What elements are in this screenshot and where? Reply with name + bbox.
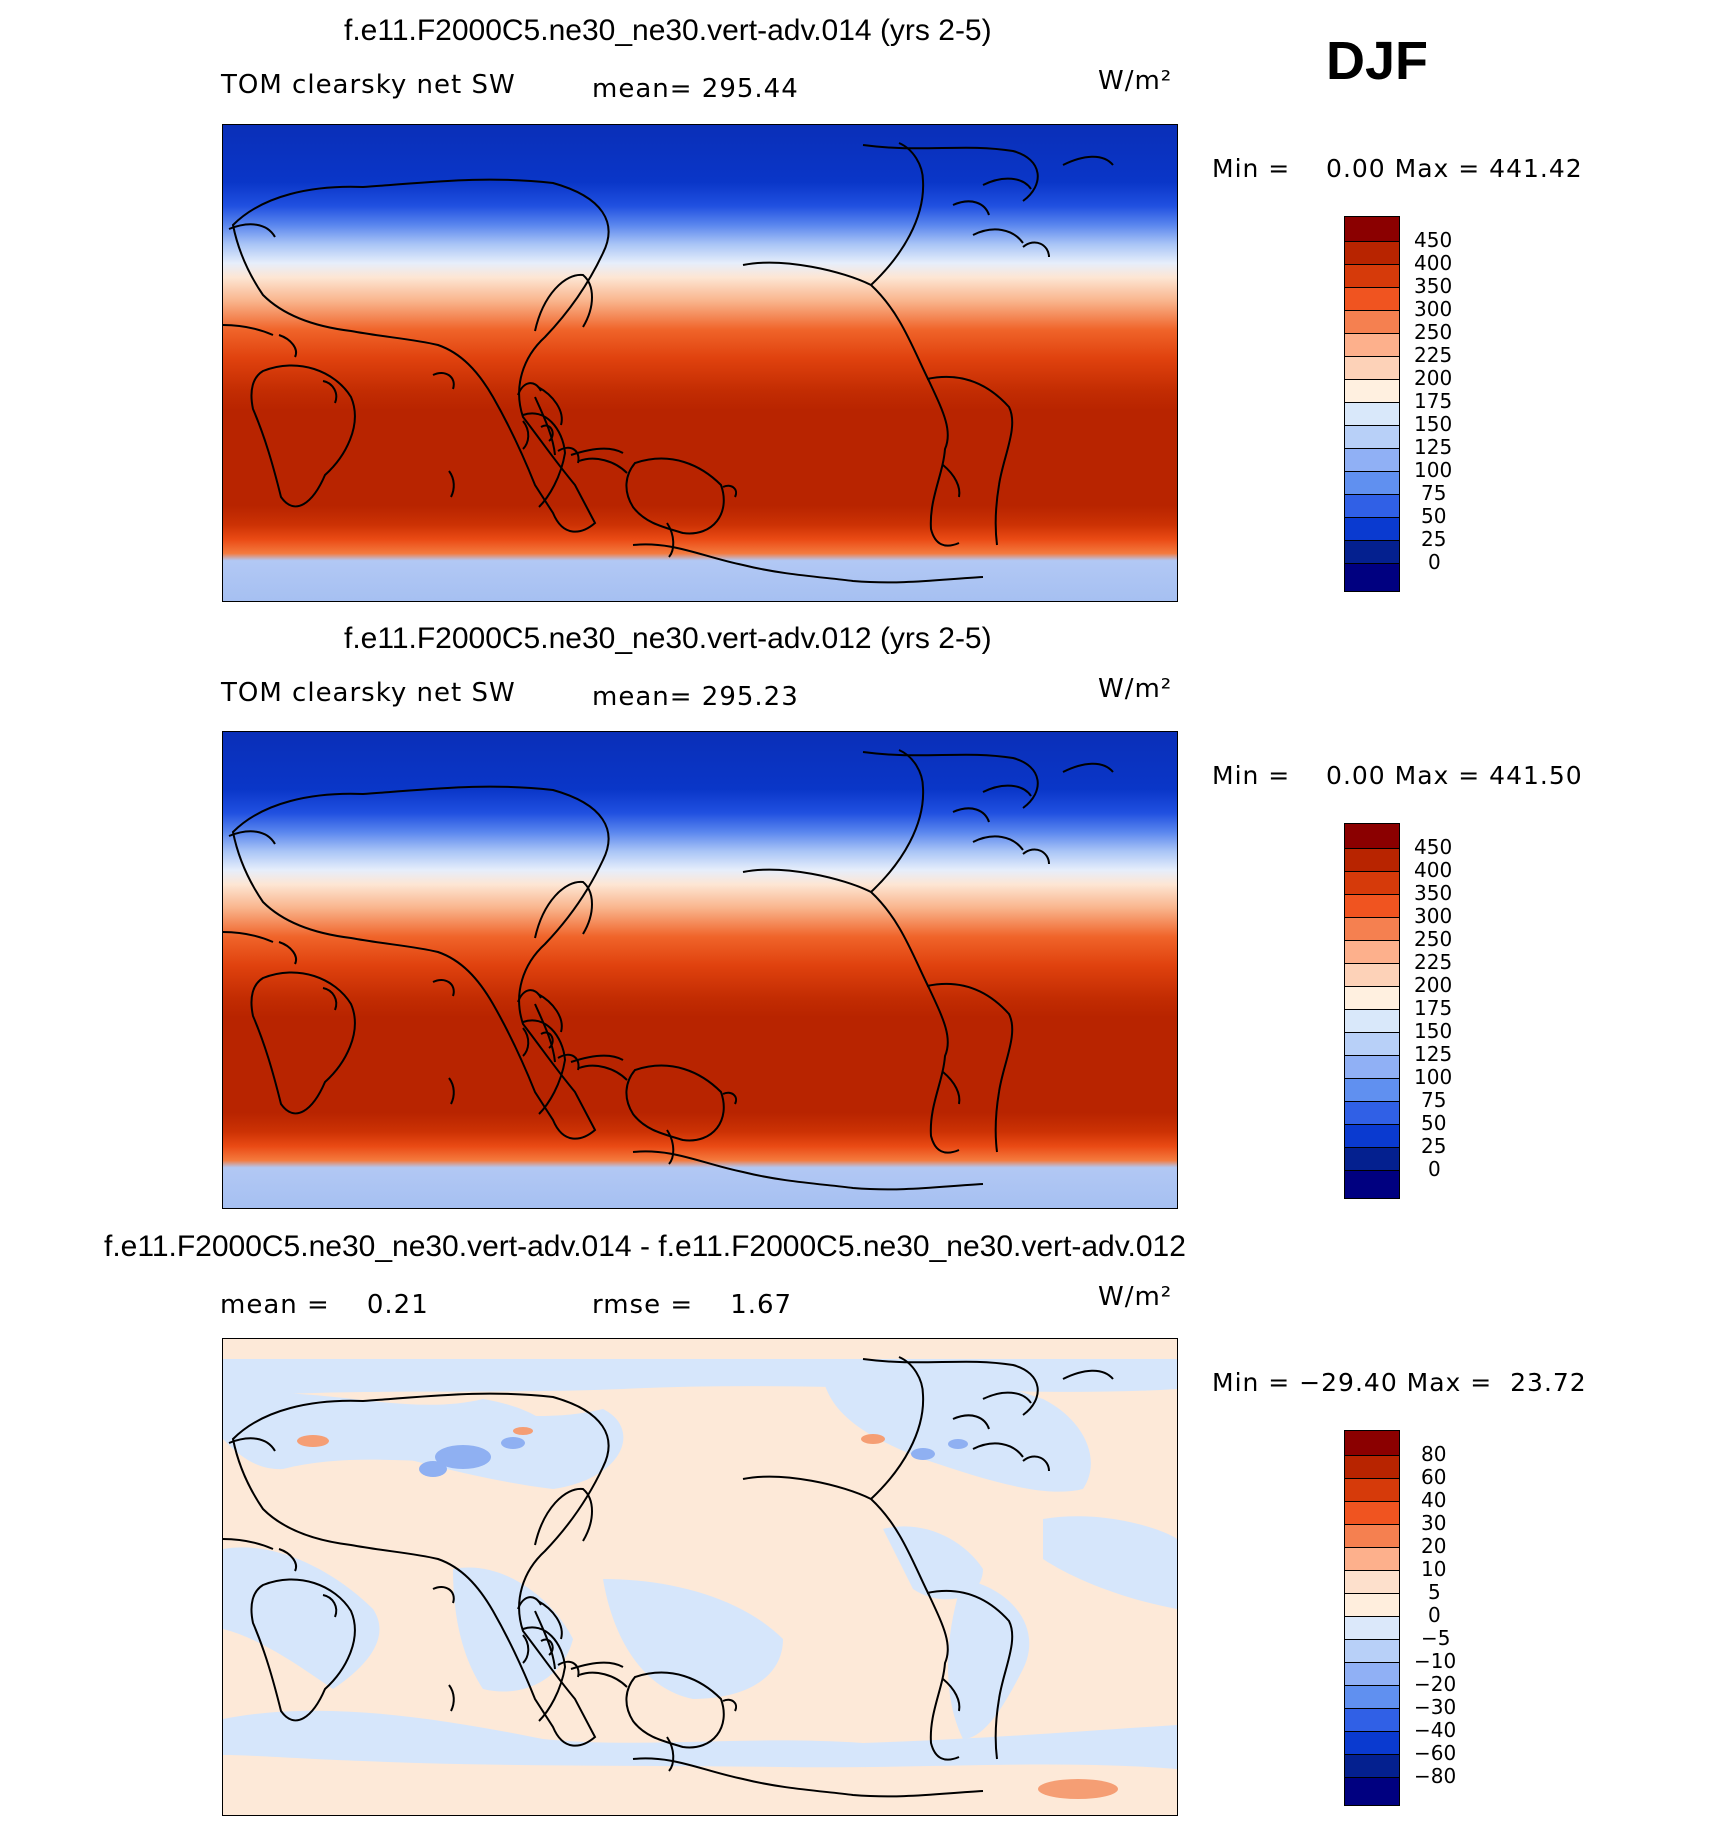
colorbar-label: 50 bbox=[1421, 504, 1447, 528]
season-label: DJF bbox=[1326, 31, 1429, 91]
units-label: W/m² bbox=[1098, 66, 1173, 96]
colorbar-label: 5 bbox=[1428, 1580, 1441, 1604]
units-label: W/m² bbox=[1098, 1282, 1173, 1312]
coastlines bbox=[223, 142, 1114, 584]
panel-title: f.e11.F2000C5.ne30_ne30.vert-adv.014 - f… bbox=[104, 1230, 1186, 1263]
colorbar-label: 300 bbox=[1414, 904, 1453, 928]
variable-label: TOM clearsky net SW bbox=[221, 678, 516, 708]
colorbar-label: 150 bbox=[1414, 412, 1453, 436]
mean-label: mean= 295.23 bbox=[592, 682, 799, 712]
colorbar-label: 10 bbox=[1421, 1557, 1447, 1581]
colorbar-label: 50 bbox=[1421, 1111, 1447, 1135]
colorbar-label: 80 bbox=[1421, 1442, 1447, 1466]
world-map bbox=[222, 124, 1178, 602]
colorbar-label: 200 bbox=[1414, 973, 1453, 997]
colorbar bbox=[1344, 1430, 1400, 1806]
variable-label: TOM clearsky net SW bbox=[221, 70, 516, 100]
colorbar-label: −5 bbox=[1421, 1626, 1451, 1650]
min-max-label: Min = −29.40 Max = 23.72 bbox=[1212, 1368, 1587, 1397]
colorbar-label: 350 bbox=[1414, 274, 1453, 298]
colorbar-label: 75 bbox=[1421, 1088, 1447, 1112]
mean-label: mean = 0.21 bbox=[220, 1290, 429, 1320]
colorbar-label: 25 bbox=[1421, 527, 1447, 551]
colorbar-label: 350 bbox=[1414, 881, 1453, 905]
colorbar-label: 0 bbox=[1428, 1157, 1441, 1181]
colorbar-label: −10 bbox=[1414, 1649, 1457, 1673]
rmse-label: rmse = 1.67 bbox=[592, 1290, 793, 1320]
colorbar-label: 400 bbox=[1414, 858, 1453, 882]
colorbar-label: −30 bbox=[1414, 1695, 1457, 1719]
min-max-label: Min = 0.00 Max = 441.42 bbox=[1212, 154, 1583, 183]
mean-label: mean= 295.44 bbox=[592, 74, 799, 104]
colorbar-label: 450 bbox=[1414, 835, 1453, 859]
colorbar-label: 450 bbox=[1414, 228, 1453, 252]
colorbar-label: 25 bbox=[1421, 1134, 1447, 1158]
colorbar-label: 175 bbox=[1414, 389, 1453, 413]
colorbar-label: −20 bbox=[1414, 1672, 1457, 1696]
units-label: W/m² bbox=[1098, 674, 1173, 704]
world-map bbox=[222, 1338, 1178, 1816]
colorbar-label: 75 bbox=[1421, 481, 1447, 505]
colorbar-label: 400 bbox=[1414, 251, 1453, 275]
colorbar-label: 100 bbox=[1414, 1065, 1453, 1089]
colorbar-label: 125 bbox=[1414, 1042, 1453, 1066]
map-field bbox=[223, 1339, 1177, 1815]
colorbar-label: −60 bbox=[1414, 1741, 1457, 1765]
coastlines bbox=[223, 1356, 1114, 1798]
colorbar-label: 0 bbox=[1428, 1603, 1441, 1627]
colorbar-label: 0 bbox=[1428, 550, 1441, 574]
colorbar-label: 250 bbox=[1414, 320, 1453, 344]
colorbar-label: 20 bbox=[1421, 1534, 1447, 1558]
colorbar-label: 175 bbox=[1414, 996, 1453, 1020]
colorbar-label: 225 bbox=[1414, 343, 1453, 367]
colorbar-label: 40 bbox=[1421, 1488, 1447, 1512]
colorbar-label: 200 bbox=[1414, 366, 1453, 390]
colorbar-label: 125 bbox=[1414, 435, 1453, 459]
colorbar-label: 150 bbox=[1414, 1019, 1453, 1043]
strong-negative-spots bbox=[419, 1437, 968, 1477]
colorbar-label: 100 bbox=[1414, 458, 1453, 482]
colorbar-label: 30 bbox=[1421, 1511, 1447, 1535]
map-field bbox=[223, 125, 1177, 601]
positive-anomaly-spots bbox=[297, 1427, 1118, 1799]
coastlines bbox=[223, 749, 1114, 1191]
colorbar-label: −80 bbox=[1414, 1764, 1457, 1788]
colorbar bbox=[1344, 823, 1400, 1199]
colorbar-label: 225 bbox=[1414, 950, 1453, 974]
world-map bbox=[222, 731, 1178, 1209]
colorbar bbox=[1344, 216, 1400, 592]
min-max-label: Min = 0.00 Max = 441.50 bbox=[1212, 761, 1583, 790]
panel-title: f.e11.F2000C5.ne30_ne30.vert-adv.014 (yr… bbox=[344, 14, 992, 47]
colorbar-label: −40 bbox=[1414, 1718, 1457, 1742]
colorbar-label: 60 bbox=[1421, 1465, 1447, 1489]
map-field bbox=[223, 732, 1177, 1208]
colorbar-label: 250 bbox=[1414, 927, 1453, 951]
negative-anomaly-regions bbox=[223, 1359, 1177, 1769]
colorbar-label: 300 bbox=[1414, 297, 1453, 321]
panel-title: f.e11.F2000C5.ne30_ne30.vert-adv.012 (yr… bbox=[344, 622, 992, 655]
